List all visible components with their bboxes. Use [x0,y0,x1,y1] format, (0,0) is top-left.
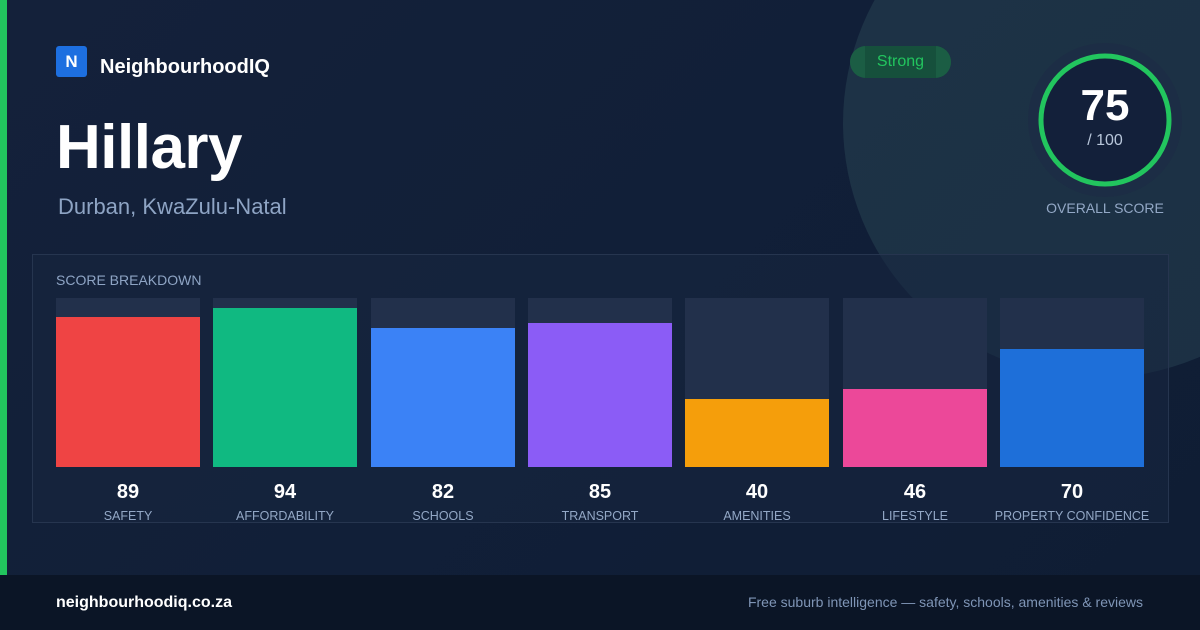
score-bar-fill [371,328,515,467]
score-bar-track [685,298,829,467]
score-bar-fill [56,317,200,467]
score-bar-label: SCHOOLS [412,509,474,523]
share-card: N NeighbourhoodIQ Hillary Durban, KwaZul… [0,0,1200,575]
score-bar-fill [685,399,829,467]
score-bar-label: TRANSPORT [561,509,639,523]
score-bar-track [528,298,672,467]
score-bar-value: 46 [903,481,927,503]
score-bar-value: 82 [431,481,455,503]
brand-name: NeighbourhoodIQ [100,56,270,78]
score-bar-track [1000,298,1144,467]
score-bar-label: AMENITIES [723,509,791,523]
accent-bar [0,0,7,575]
suburb-location: Durban, KwaZulu-Natal [58,194,287,219]
overall-score-max: / 100 [1087,132,1123,149]
overall-score-caption: OVERALL SCORE [1046,200,1164,216]
score-bar-label: PROPERTY CONFIDENCE [994,509,1150,523]
score-bar-schools: 82 SCHOOLS [371,298,515,523]
score-breakdown-chart: 89 SAFETY 94 AFFORDABILITY 82 SCHOOLS 85 TRANSP… [33,255,1168,523]
score-bar-amenities: 40 AMENITIES [685,298,829,523]
score-bar-lifestyle: 46 LIFESTYLE [843,298,987,523]
score-bar-value: 40 [745,481,769,503]
score-bar-fill [528,323,672,467]
score-bar-track [843,298,987,467]
overall-score-value: 75 [1080,81,1130,130]
suburb-name: Hillary [56,113,243,182]
footer: neighbourhoodiq.co.za Free suburb intell… [0,575,1200,630]
badge-shade-left [850,46,865,78]
rating-badge-label: Strong [876,53,925,70]
score-bar-transport: 85 TRANSPORT [528,298,672,523]
score-bar-fill [1000,349,1144,467]
score-bar-fill [213,308,357,467]
score-bar-value: 89 [116,481,140,503]
score-bar-label: SAFETY [103,509,153,523]
footer-tagline: Free suburb intelligence — safety, schoo… [747,594,1143,610]
overall-score-gauge: 75 / 100 [1028,43,1182,197]
score-bar-track [371,298,515,467]
score-ring [1028,43,1182,197]
score-ring-progress [1038,53,1172,187]
score-bar-label: AFFORDABILITY [236,509,334,523]
badge-shade-right [936,46,951,78]
score-bar-value: 85 [588,481,612,503]
score-bar-track [213,298,357,467]
footer-domain: neighbourhoodiq.co.za [56,594,232,611]
score-breakdown-panel: SCORE BREAKDOWN 89 SAFETY 94 AFFORDABILITY 8… [32,254,1169,523]
score-bar-track [56,298,200,467]
score-breakdown-title: SCORE BREAKDOWN [56,272,202,288]
score-bar-fill [843,389,987,467]
score-bar-safety: 89 SAFETY [56,298,200,523]
score-bar-property-confidence: 70 PROPERTY CONFIDENCE [995,298,1149,523]
rating-badge: Strong [850,46,951,78]
score-bar-value: 94 [273,481,297,503]
score-bar-label: LIFESTYLE [882,509,948,523]
score-bar-affordability: 94 AFFORDABILITY [213,298,357,523]
score-bar-value: 70 [1060,481,1084,503]
brand-logo-icon: N [56,46,87,77]
